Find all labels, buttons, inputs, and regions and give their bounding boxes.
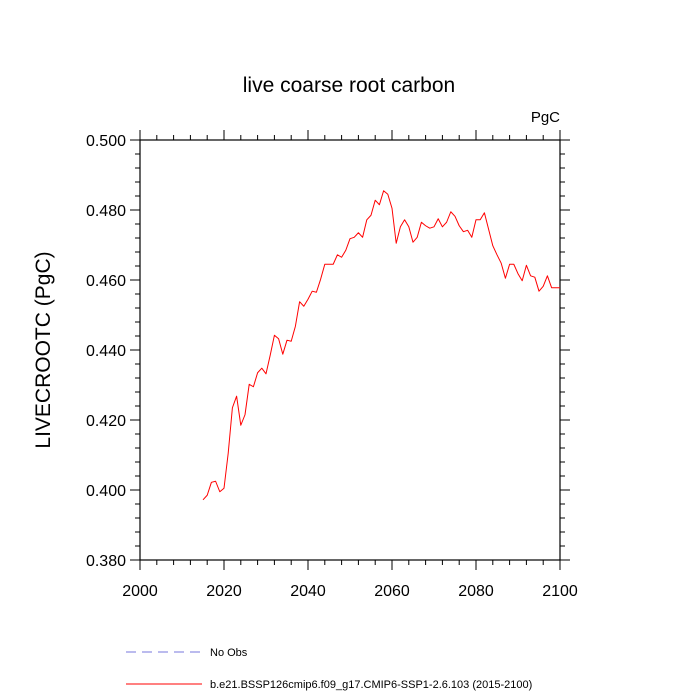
x-tick-label: 2100 — [542, 583, 578, 600]
y-tick-label: 0.400 — [86, 483, 126, 500]
y-tick-label: 0.480 — [86, 203, 126, 220]
x-tick-label: 2060 — [374, 583, 410, 600]
x-tick-label: 2020 — [206, 583, 242, 600]
series-line — [202, 190, 560, 501]
chart-title: live coarse root carbon — [243, 74, 455, 97]
x-tick-label: 2080 — [458, 583, 494, 600]
units-label: PgC — [531, 109, 560, 126]
y-tick-label: 0.500 — [86, 133, 126, 150]
plot-frame — [139, 139, 561, 561]
plot-area — [202, 190, 560, 501]
y-tick-label: 0.440 — [86, 343, 126, 360]
y-tick-label: 0.380 — [86, 553, 126, 570]
axes: 2000 2020 2040 2060 2080 2100 0.380 0.400 0.420 0… — [86, 130, 578, 600]
y-axis-label: LIVECROOTC (PgC) — [32, 251, 55, 448]
x-tick-label: 2040 — [290, 583, 326, 600]
legend-label: No Obs — [210, 647, 248, 659]
x-tick-label: 2000 — [122, 583, 158, 600]
legend-label: b.e21.BSSP126cmip6.f09_g17.CMIP6-SSP1-2.… — [210, 679, 532, 691]
y-tick-label: 0.420 — [86, 413, 126, 430]
y-tick-label: 0.460 — [86, 273, 126, 290]
legend: No Obs b.e21.BSSP126cmip6.f09_g17.CMIP6-S… — [126, 647, 532, 691]
